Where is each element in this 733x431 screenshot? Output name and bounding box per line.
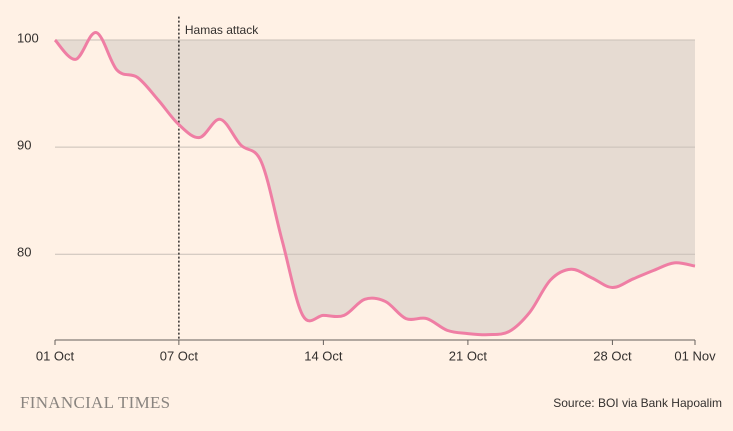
y-tick-label: 80 — [17, 245, 31, 260]
brand: FINANCIAL TIMES — [20, 393, 170, 412]
y-tick-label: 100 — [17, 30, 39, 45]
area — [55, 40, 695, 335]
line — [53, 31, 696, 337]
annotation-text: Hamas attack — [185, 23, 259, 37]
y-tick-label: 90 — [17, 138, 31, 153]
source: Source: BOI via Bank Hapoalim — [553, 396, 722, 410]
x-tick-label: 01 Nov — [674, 348, 716, 363]
x-tick-label: 07 Oct — [160, 348, 199, 363]
x-tick-label: 21 Oct — [449, 348, 488, 363]
x-tick-label: 28 Oct — [593, 348, 632, 363]
x-tick-label: 01 Oct — [36, 348, 75, 363]
x-tick-label: 14 Oct — [304, 348, 343, 363]
